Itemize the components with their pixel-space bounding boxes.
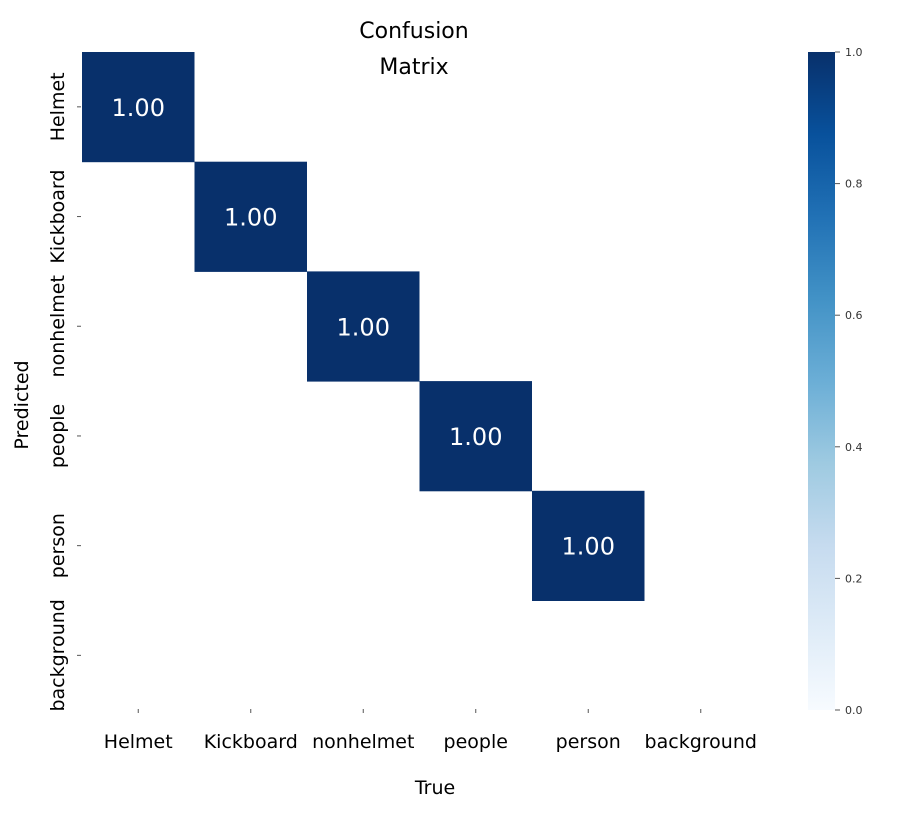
cell-value-label: 1.00 [224, 204, 277, 232]
colorbar-tick-label: 0.8 [845, 178, 863, 191]
y-tick-label: Helmet [47, 72, 69, 141]
colorbar-tick-label: 0.0 [845, 704, 863, 717]
chart-title-line-2: Matrix [379, 55, 448, 80]
y-tick-label: people [47, 404, 69, 468]
y-tick-label: background [47, 599, 69, 711]
cell-value-label: 1.00 [337, 313, 390, 341]
x-axis-label: True [414, 777, 455, 799]
x-tick-label: person [556, 731, 621, 753]
heatmap-cell-people-people [419, 381, 532, 492]
heatmap-cell-nonhelmet-nonhelmet [307, 271, 420, 382]
colorbar-tick-label: 0.2 [845, 572, 863, 585]
x-tick-label: background [645, 731, 757, 753]
colorbar-ticks: 0.0 0.2 0.4 0.6 0.8 1.0 [835, 46, 863, 717]
colorbar-tick-label: 1.0 [845, 46, 863, 59]
y-tick-label: person [47, 513, 69, 578]
y-axis-label: Predicted [11, 360, 33, 449]
colorbar [808, 52, 835, 710]
x-tick-label: people [444, 731, 508, 753]
heatmap-cell-Helmet-Helmet [82, 52, 195, 163]
cell-value-label: 1.00 [449, 423, 502, 451]
x-tick-label: nonhelmet [312, 731, 414, 753]
x-axis-ticks: Helmet Kickboard nonhelmet people person back… [104, 709, 757, 753]
heatmap-cell-labels: 1.00 1.00 1.00 1.00 1.00 [112, 94, 615, 561]
cell-value-label: 1.00 [112, 94, 165, 122]
cell-value-label: 1.00 [562, 533, 615, 561]
heatmap-cell-Kickboard-Kickboard [194, 161, 307, 272]
y-tick-label: Kickboard [47, 170, 69, 264]
heatmap-cell-person-person [532, 490, 645, 601]
y-tick-label: nonhelmet [47, 275, 69, 377]
colorbar-tick-label: 0.6 [845, 309, 863, 322]
x-tick-label: Kickboard [204, 731, 298, 753]
x-tick-label: Helmet [104, 731, 173, 753]
colorbar-tick-label: 0.4 [845, 441, 863, 454]
y-axis-ticks: Helmet Kickboard nonhelmet people person back… [47, 72, 81, 712]
heatmap-cells [82, 52, 645, 601]
chart-title-line-1: Confusion [359, 19, 468, 44]
